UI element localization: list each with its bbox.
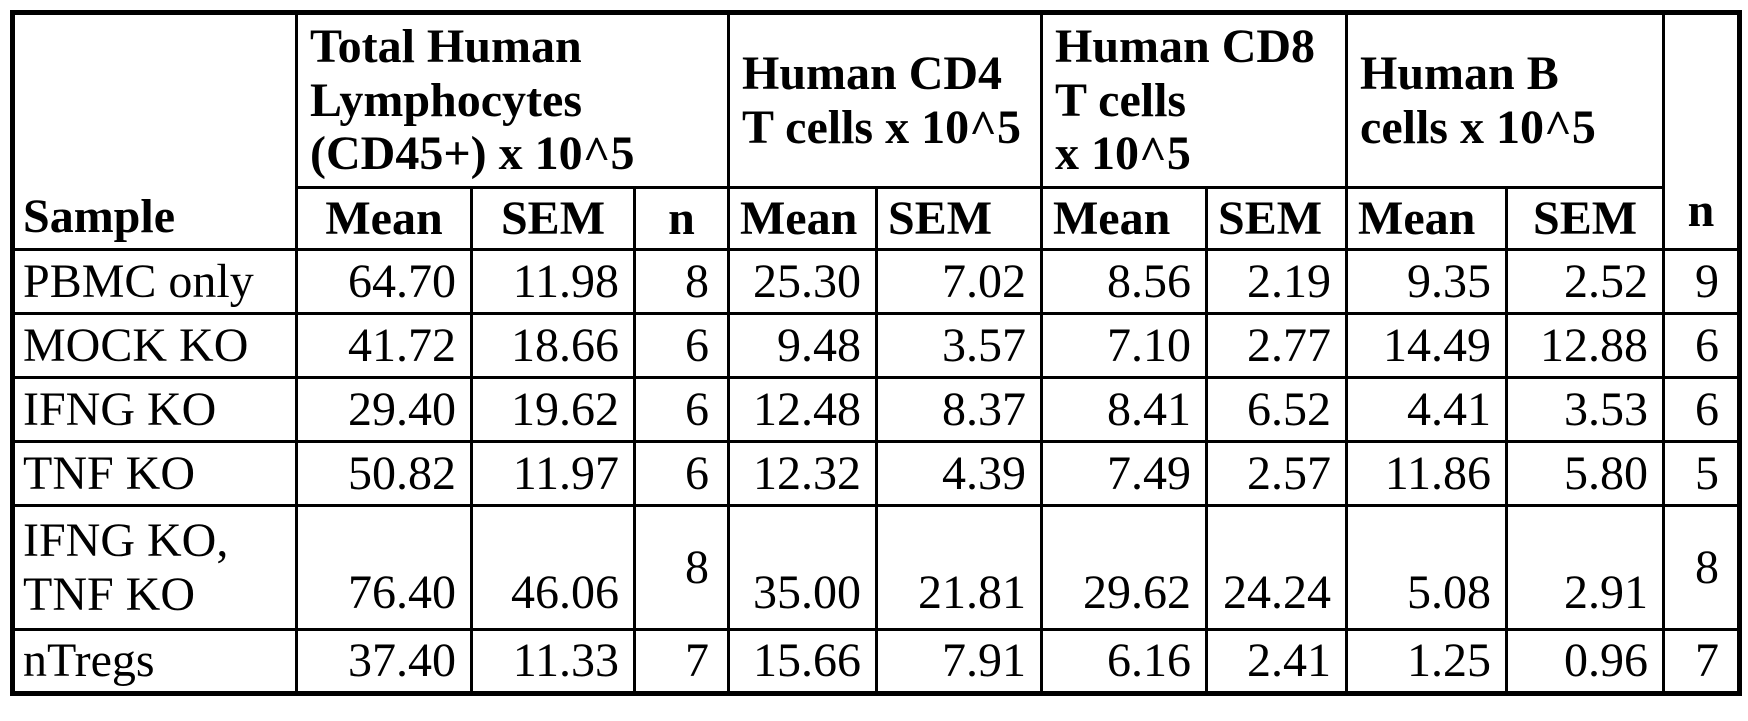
value-cell: 7.10 — [1040, 312, 1208, 379]
group-header-total-lymphocytes: Total Human Lymphocytes (CD45+) x 10^5 — [295, 11, 730, 189]
n-column-header: n — [1662, 11, 1742, 251]
value-cell: 11.33 — [470, 628, 636, 695]
value-cell: 7.91 — [875, 628, 1043, 695]
table-row-pbmc-only: PBMC only 64.70 11.98 8 25.30 7.02 8.56 … — [11, 248, 1742, 315]
value-cell: 29.62 — [1040, 504, 1208, 631]
col-header-cd4-mean: Mean — [727, 186, 878, 251]
sample-cell: IFNG KO — [11, 376, 298, 443]
value-cell: 76.40 — [295, 504, 473, 631]
value-cell: 35.00 — [727, 504, 878, 631]
sample-column-header: Sample — [11, 11, 298, 251]
value-cell: 41.72 — [295, 312, 473, 379]
value-cell: 8 — [1662, 504, 1742, 631]
value-cell: 11.97 — [470, 440, 636, 507]
value-cell: 2.77 — [1204, 312, 1349, 379]
value-cell: 7.02 — [875, 248, 1043, 315]
table-row-mock-ko: MOCK KO 41.72 18.66 6 9.48 3.57 7.10 2.7… — [11, 312, 1742, 379]
sample-cell: MOCK KO — [11, 312, 298, 379]
column-header-row: Mean SEM n Mean SEM Mean SEM Mean SEM — [13, 186, 1740, 251]
value-cell: 5 — [1662, 440, 1742, 507]
table-row-tnf-ko: TNF KO 50.82 11.97 6 12.32 4.39 7.49 2.5… — [11, 440, 1742, 507]
value-cell: 9.35 — [1345, 248, 1509, 315]
col-header-cd4-sem: SEM — [875, 186, 1043, 251]
value-cell: 15.66 — [727, 628, 878, 695]
sample-cell: TNF KO — [11, 440, 298, 507]
group-header-cd8-t-cells: Human CD8 T cells x 10^5 — [1039, 11, 1349, 189]
lymphocyte-counts-table: Sample Total Human Lymphocytes (CD45+) x… — [10, 10, 1743, 696]
value-cell: 8.41 — [1040, 376, 1208, 443]
sample-cell: PBMC only — [11, 248, 298, 315]
value-cell: 7 — [633, 628, 730, 695]
table-row-ifng-tnf-ko: IFNG KO, TNF KO 76.40 46.06 8 35.00 21.8… — [11, 504, 1742, 631]
value-cell: 6 — [633, 312, 730, 379]
value-cell: 6 — [633, 440, 730, 507]
value-cell: 8 — [633, 248, 730, 315]
col-header-lymph-mean: Mean — [295, 186, 473, 251]
col-header-lymph-n: n — [633, 186, 730, 251]
value-cell: 11.98 — [470, 248, 636, 315]
value-cell: 5.08 — [1345, 504, 1509, 631]
value-cell: 3.53 — [1505, 376, 1666, 443]
sample-cell: nTregs — [11, 628, 298, 695]
value-cell: 29.40 — [295, 376, 473, 443]
value-cell: 64.70 — [295, 248, 473, 315]
value-cell: 18.66 — [470, 312, 636, 379]
value-cell: 4.41 — [1345, 376, 1509, 443]
value-cell: 8.37 — [875, 376, 1043, 443]
col-header-cd8-mean: Mean — [1040, 186, 1208, 251]
col-header-lymph-sem: SEM — [470, 186, 636, 251]
value-cell: 6 — [1662, 376, 1742, 443]
value-cell: 2.52 — [1505, 248, 1666, 315]
value-cell: 8 — [633, 504, 730, 631]
value-cell: 21.81 — [875, 504, 1043, 631]
value-cell: 46.06 — [470, 504, 636, 631]
value-cell: 8.56 — [1040, 248, 1208, 315]
col-header-b-sem: SEM — [1505, 186, 1666, 251]
table-row-ntregs: nTregs 37.40 11.33 7 15.66 7.91 6.16 2.4… — [11, 628, 1742, 695]
group-header-b-cells: Human B cells x 10^5 — [1345, 11, 1666, 189]
value-cell: 9.48 — [727, 312, 878, 379]
value-cell: 2.57 — [1204, 440, 1349, 507]
table-row-ifng-ko: IFNG KO 29.40 19.62 6 12.48 8.37 8.41 6.… — [11, 376, 1742, 443]
col-header-cd8-sem: SEM — [1204, 186, 1349, 251]
value-cell: 6.52 — [1204, 376, 1349, 443]
value-cell: 2.91 — [1505, 504, 1666, 631]
value-cell: 12.88 — [1505, 312, 1666, 379]
value-cell: 2.41 — [1204, 628, 1349, 695]
value-cell: 6.16 — [1040, 628, 1208, 695]
value-cell: 5.80 — [1505, 440, 1666, 507]
value-cell: 25.30 — [727, 248, 878, 315]
value-cell: 6 — [1662, 312, 1742, 379]
col-header-b-mean: Mean — [1345, 186, 1509, 251]
value-cell: 37.40 — [295, 628, 473, 695]
group-header-cd4-t-cells: Human CD4 T cells x 10^5 — [727, 11, 1043, 189]
value-cell: 1.25 — [1345, 628, 1509, 695]
value-cell: 6 — [633, 376, 730, 443]
value-cell: 2.19 — [1204, 248, 1349, 315]
value-cell: 24.24 — [1204, 504, 1349, 631]
value-cell: 12.32 — [727, 440, 878, 507]
value-cell: 12.48 — [727, 376, 878, 443]
value-cell: 19.62 — [470, 376, 636, 443]
value-cell: 7.49 — [1040, 440, 1208, 507]
value-cell: 11.86 — [1345, 440, 1509, 507]
value-cell: 4.39 — [875, 440, 1043, 507]
sample-cell: IFNG KO, TNF KO — [11, 504, 298, 631]
value-cell: 3.57 — [875, 312, 1043, 379]
group-header-row: Sample Total Human Lymphocytes (CD45+) x… — [11, 11, 1742, 251]
value-cell: 14.49 — [1345, 312, 1509, 379]
value-cell: 9 — [1662, 248, 1742, 315]
value-cell: 50.82 — [295, 440, 473, 507]
value-cell: 7 — [1662, 628, 1742, 695]
value-cell: 0.96 — [1505, 628, 1666, 695]
